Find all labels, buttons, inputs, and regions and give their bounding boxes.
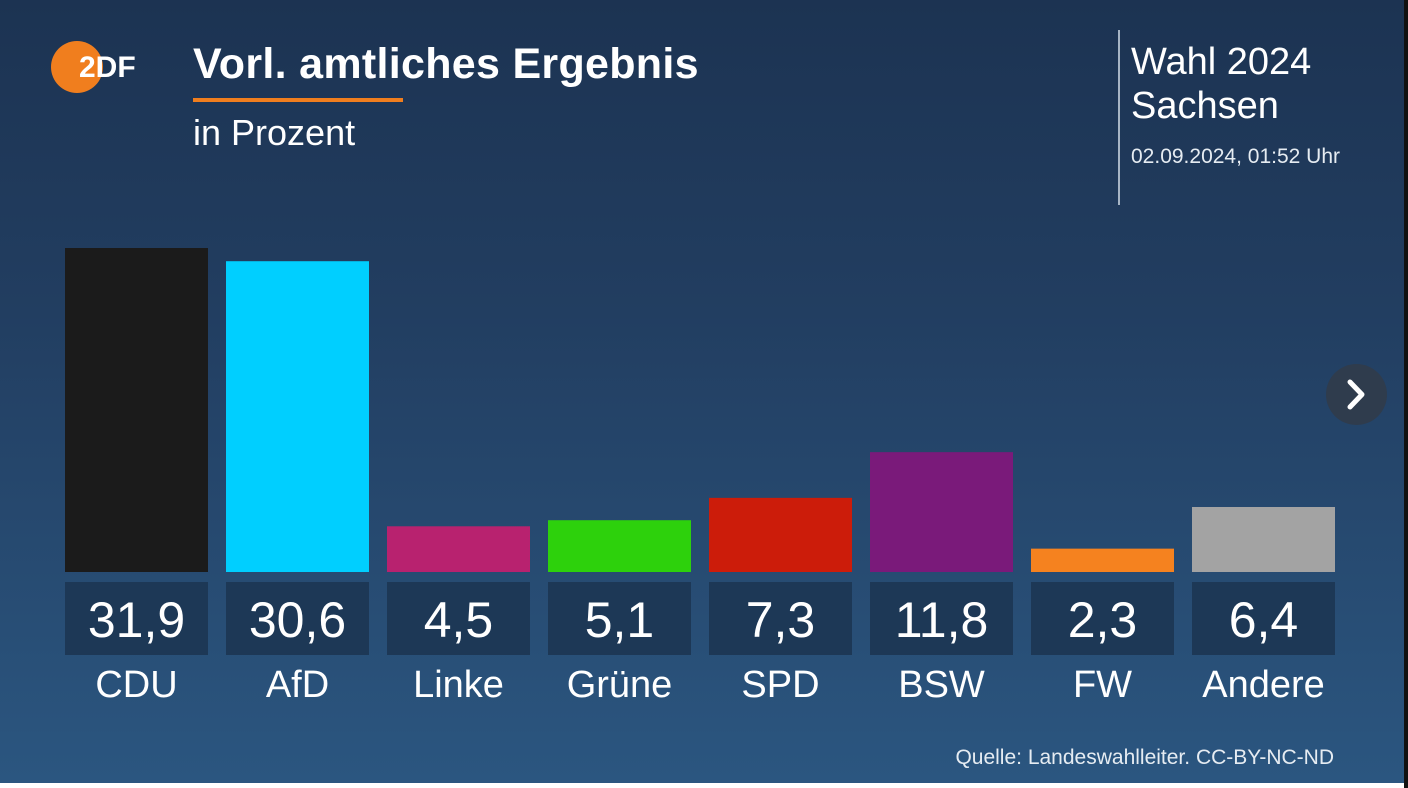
zdf-logo: 2DF bbox=[51, 41, 136, 93]
election-region: Sachsen bbox=[1131, 85, 1279, 127]
page-title: Vorl. amtliches Ergebnis bbox=[193, 40, 699, 88]
value-box-cdu bbox=[65, 582, 208, 655]
category-label-bsw: BSW bbox=[898, 664, 985, 706]
value-label-fw: 2,3 bbox=[1068, 592, 1138, 648]
bar-cdu bbox=[65, 248, 208, 572]
value-box-bsw bbox=[870, 582, 1013, 655]
category-label-afd: AfD bbox=[266, 664, 329, 706]
bar-andere bbox=[1192, 506, 1335, 572]
category-label-cdu: CDU bbox=[95, 664, 177, 706]
bar-gr-ne bbox=[548, 520, 691, 572]
category-label-spd: SPD bbox=[741, 664, 819, 706]
zdf-logo-text: 2DF bbox=[79, 51, 136, 84]
frame-edge bbox=[1404, 0, 1408, 788]
page-subtitle: in Prozent bbox=[193, 112, 356, 153]
value-label-gr-ne: 5,1 bbox=[585, 592, 655, 648]
value-label-bsw: 11,8 bbox=[895, 592, 989, 648]
source-note: Quelle: Landeswahlleiter. CC-BY-NC-ND bbox=[955, 746, 1334, 769]
value-box-fw bbox=[1031, 582, 1174, 655]
category-label-gr-ne: Grüne bbox=[567, 664, 673, 706]
value-box-spd bbox=[709, 582, 852, 655]
value-box-andere bbox=[1192, 582, 1335, 655]
value-box-gr-ne bbox=[548, 582, 691, 655]
bar-linke bbox=[387, 526, 530, 572]
next-button[interactable] bbox=[1326, 364, 1387, 425]
bar-spd bbox=[709, 497, 852, 572]
value-label-cdu: 31,9 bbox=[88, 592, 185, 648]
bar-bsw bbox=[870, 452, 1013, 572]
chevron-right-icon bbox=[1347, 379, 1365, 410]
election-title: Wahl 2024 bbox=[1131, 41, 1312, 83]
value-box-afd bbox=[226, 582, 369, 655]
category-label-andere: Andere bbox=[1202, 664, 1325, 706]
category-label-fw: FW bbox=[1073, 664, 1132, 706]
value-label-spd: 7,3 bbox=[746, 592, 816, 648]
category-label-linke: Linke bbox=[413, 664, 504, 706]
bar-afd bbox=[226, 261, 369, 572]
value-label-linke: 4,5 bbox=[424, 592, 494, 648]
title-underline bbox=[193, 98, 403, 102]
header-divider bbox=[1118, 30, 1120, 205]
value-box-linke bbox=[387, 582, 530, 655]
value-label-andere: 6,4 bbox=[1229, 592, 1299, 648]
bar-fw bbox=[1031, 548, 1174, 572]
timestamp: 02.09.2024, 01:52 Uhr bbox=[1131, 145, 1340, 168]
value-label-afd: 30,6 bbox=[249, 592, 346, 648]
